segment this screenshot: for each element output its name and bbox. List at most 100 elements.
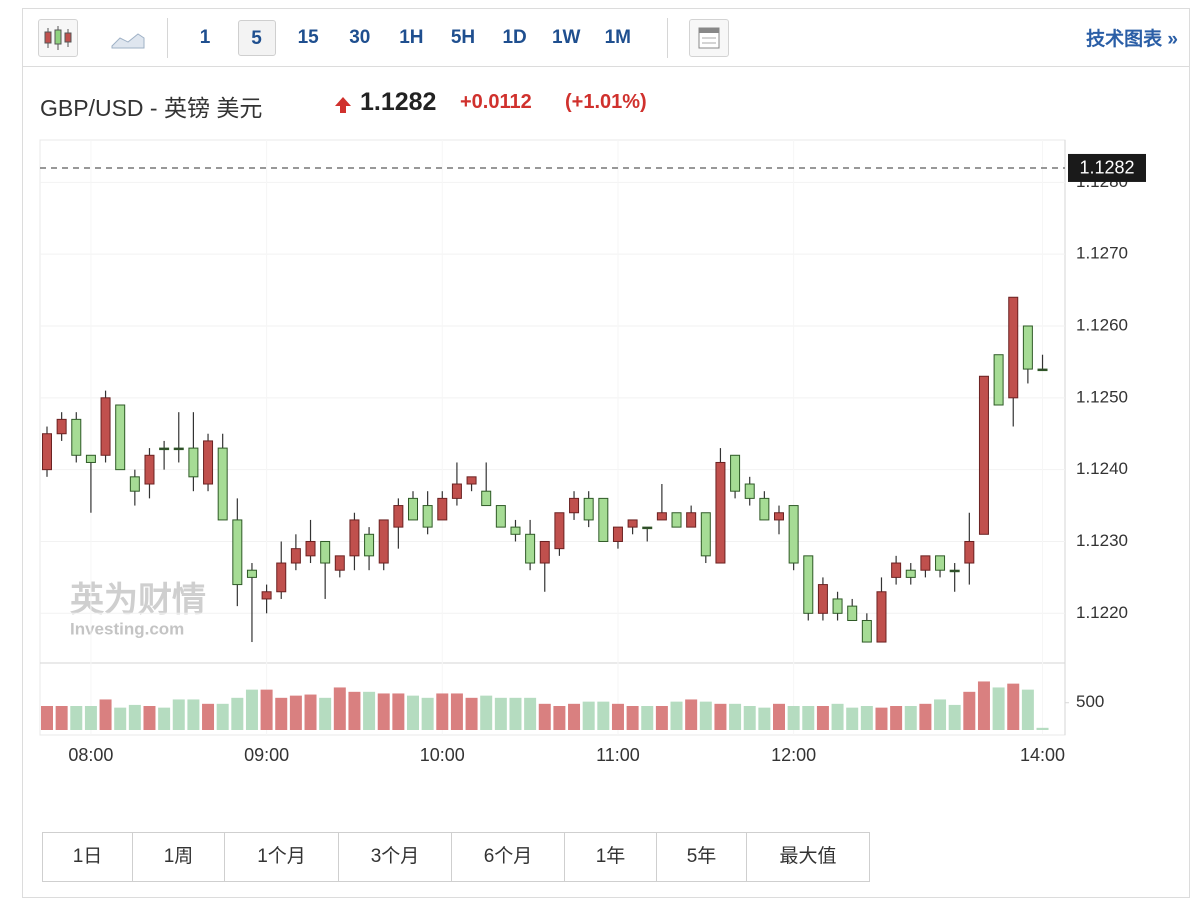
candle-body [334,555,345,571]
candle-body [129,476,140,492]
volume-bar [480,695,493,730]
calendar-icon[interactable] [689,19,729,57]
volume-bar [421,697,434,730]
interval-button[interactable]: 5 [237,20,276,56]
interval-button[interactable]: 1M [604,27,631,48]
candle-body [100,397,111,456]
candle-body [495,505,506,528]
candle-body [144,454,155,485]
volume-bar [84,706,97,730]
volume-bar [802,706,815,730]
interval-button[interactable]: 15 [297,27,319,48]
watermark: Investing.com [70,619,184,638]
candle-body [993,354,1004,406]
y-tick-label: 1.1230 [1076,531,1128,550]
instrument-name: GBP/USD - 英镑 美元 [40,95,263,121]
volume-bar [187,699,200,730]
last-price-tag [1068,153,1146,182]
last-price-label: 1.1282 [1079,158,1134,178]
range-button[interactable]: 最大值 [779,846,837,867]
candle-body [290,548,301,564]
interval-button[interactable]: 1 [199,27,211,48]
candle-body [817,584,828,614]
volume-bar [597,701,610,730]
candle-body [759,497,770,521]
volume-bar [231,697,244,730]
range-button[interactable]: 5年 [657,833,747,881]
candle-body [583,497,594,521]
icon [44,26,72,50]
candle-body [949,569,960,573]
candle-body [744,483,755,499]
candle-body [656,512,667,521]
x-tick-label: 09:00 [244,745,289,765]
candlestick-icon[interactable] [38,19,78,57]
volume-bar [553,706,566,730]
candle-body [774,512,784,521]
candle-body [730,454,741,492]
range-button[interactable]: 1日 [43,833,133,881]
candle-body [378,519,389,564]
volume-bar [319,697,332,730]
candle-body [305,540,316,557]
candle-body [159,447,170,451]
candle-body [320,540,331,564]
candle-body [598,497,609,542]
volume-bar [611,703,624,730]
interval-button[interactable]: 1W [551,27,581,48]
volume-bar [758,707,771,730]
candle-body [56,418,67,435]
candle-body [1022,325,1033,370]
candle-body [554,512,565,550]
range-button[interactable]: 6个月 [452,833,565,881]
volume-bar [289,695,302,730]
candle-body [642,526,653,530]
volume-bar [582,701,595,730]
range-button[interactable]: 1年 [565,833,657,881]
volume-bar [524,697,537,730]
candle-body [246,569,257,578]
volume-bar [787,706,800,730]
volume-bar [816,706,829,730]
volume-bar [128,704,141,730]
volume-bar [831,703,844,730]
volume-bar [641,706,654,730]
volume-bar [465,697,478,730]
candle-body [276,562,287,593]
y2-tick-label: 500 [1076,692,1104,711]
x-tick-label: 10:00 [420,745,465,765]
volume-bar [245,689,258,730]
x-tick-label: 08:00 [68,745,113,765]
volume-bar [890,706,903,730]
y-tick-label: 1.1240 [1076,459,1128,478]
candle-body [905,569,916,578]
volume-bar [773,703,785,730]
interval-button[interactable]: 1D [502,27,527,48]
range-button[interactable]: 3个月 [339,833,452,881]
volume-bar [1036,727,1049,730]
candle-body [700,512,711,557]
area-icon[interactable] [110,26,146,50]
candle-body [891,562,902,578]
volume-bar [860,706,873,730]
volume-bar [494,697,507,730]
range-button[interactable]: 1个月 [225,833,339,881]
candle-body [686,512,697,528]
interval-button[interactable]: 5H [450,27,476,48]
candle-body [451,483,462,499]
candle-body [964,540,975,564]
candle-body [1037,368,1048,372]
candle-body [847,605,858,621]
change-percent: (+1.01%) [565,91,647,113]
candle-body [876,591,887,643]
volume-bar [977,681,990,730]
price: 1.1282 [360,88,437,116]
candle-body [671,512,682,528]
technical-chart-link[interactable]: 技术图表 » [1086,29,1178,50]
volume-bar [1021,689,1034,730]
y-tick-label: 1.1270 [1076,244,1128,263]
interval-button[interactable]: 30 [349,27,371,48]
range-button[interactable]: 1周 [133,833,225,881]
candle-body [627,519,638,528]
interval-button[interactable]: 1H [399,27,424,48]
